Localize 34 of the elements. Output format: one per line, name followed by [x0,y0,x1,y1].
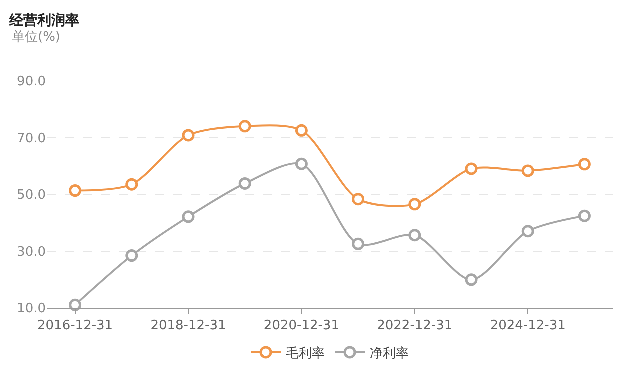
legend-label: 净利率 [370,346,409,362]
point [238,120,252,133]
point [578,210,591,222]
point [465,162,478,176]
chart-title: 经营利润率 [8,12,80,29]
point [295,158,308,170]
y-tick-label: 50.0 [17,188,46,204]
y-tick-label: 90.0 [17,74,46,90]
y-tick-label: 10.0 [17,302,46,317]
point [408,198,422,211]
y-tick-label: 30.0 [17,244,46,260]
point [295,124,308,137]
point [408,229,422,242]
point [352,193,365,206]
point [238,177,252,190]
x-tick-label: 2016-12-31 [38,318,114,334]
point [465,274,478,286]
point [352,238,365,250]
point [182,129,195,142]
point [126,178,138,191]
point [522,225,534,238]
point [182,210,195,224]
point [69,184,82,198]
point [522,164,534,178]
point [126,250,138,262]
y-axis-title: 单位(%) [12,30,60,45]
legend-label: 毛利率 [286,346,325,362]
x-tick-label: 2020-12-31 [264,318,340,334]
x-tick-label: 2022-12-31 [377,318,453,334]
y-tick-label: 70.0 [17,131,46,146]
x-tick-label: 2024-12-31 [490,318,566,334]
point [578,158,591,171]
x-tick-label: 2018-12-31 [150,318,226,334]
point [69,298,82,312]
